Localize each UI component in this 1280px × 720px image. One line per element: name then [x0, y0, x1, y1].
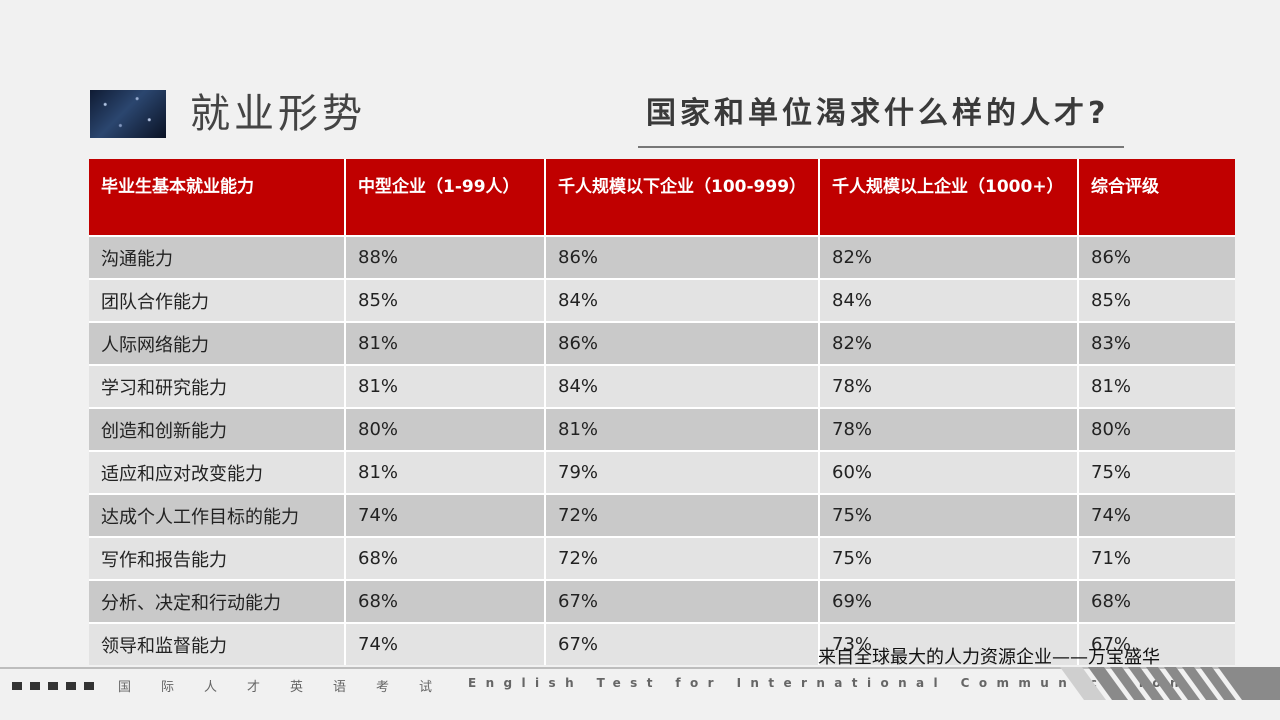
header-medium-enterprise: 中型企业（1-99人） [345, 159, 546, 236]
cell-value: 67% [545, 579, 820, 623]
cell-value: 80% [1078, 407, 1235, 451]
cell-value: 83% [1078, 321, 1235, 365]
cell-value: 71% [1078, 536, 1235, 580]
square-marker [66, 682, 76, 690]
header-over-thousand: 千人规模以上企业（1000+） [819, 159, 1079, 236]
cell-value: 74% [345, 493, 546, 537]
footer-divider [0, 667, 1280, 669]
cell-value: 67% [545, 622, 820, 665]
cell-value: 86% [545, 235, 820, 279]
cell-value: 74% [1078, 493, 1235, 537]
table-row: 团队合作能力 85% 84% 84% 85% [89, 278, 1235, 322]
ability-name: 沟通能力 [89, 235, 346, 279]
table-row: 适应和应对改变能力 81% 79% 60% 75% [89, 450, 1235, 494]
cell-value: 84% [545, 278, 820, 322]
footer-square-markers [12, 682, 94, 690]
cell-value: 60% [819, 450, 1079, 494]
table-row: 达成个人工作目标的能力 74% 72% 75% 74% [89, 493, 1235, 537]
cell-value: 88% [345, 235, 546, 279]
cell-value: 86% [1078, 235, 1235, 279]
cell-value: 69% [819, 579, 1079, 623]
ability-name: 达成个人工作目标的能力 [89, 493, 346, 537]
cell-value: 67% [1078, 622, 1235, 665]
ability-name: 领导和监督能力 [89, 622, 346, 665]
header-under-thousand: 千人规模以下企业（100-999） [545, 159, 820, 236]
footer-stripe-decoration [1060, 667, 1280, 700]
table-row: 分析、决定和行动能力 68% 67% 69% 68% [89, 579, 1235, 623]
square-marker [48, 682, 58, 690]
cell-value: 78% [819, 364, 1079, 408]
ability-name: 人际网络能力 [89, 321, 346, 365]
cell-value: 75% [1078, 450, 1235, 494]
cell-value: 85% [345, 278, 546, 322]
cell-value: 81% [345, 364, 546, 408]
table-row: 创造和创新能力 80% 81% 78% 80% [89, 407, 1235, 451]
cell-value: 84% [819, 278, 1079, 322]
cell-value: 74% [345, 622, 546, 665]
cell-value: 80% [345, 407, 546, 451]
cell-value: 79% [545, 450, 820, 494]
cell-value: 75% [819, 536, 1079, 580]
ability-name: 分析、决定和行动能力 [89, 579, 346, 623]
table-row: 学习和研究能力 81% 84% 78% 81% [89, 364, 1235, 408]
cell-value: 72% [545, 493, 820, 537]
cell-value: 82% [819, 235, 1079, 279]
table-row: 领导和监督能力 74% 67% 73% 67% [89, 622, 1235, 665]
cell-value: 86% [545, 321, 820, 365]
source-note: 来自全球最大的人力资源企业——万宝盛华 [818, 647, 1160, 668]
cell-value: 81% [1078, 364, 1235, 408]
square-marker [30, 682, 40, 690]
square-marker [12, 682, 22, 690]
ability-name: 写作和报告能力 [89, 536, 346, 580]
page-title: 就业形势 [190, 91, 366, 137]
cell-value: 73% [819, 622, 1079, 665]
cell-value: 85% [1078, 278, 1235, 322]
square-marker [84, 682, 94, 690]
cell-value: 75% [819, 493, 1079, 537]
header-starfield-image [90, 90, 166, 138]
ability-name: 团队合作能力 [89, 278, 346, 322]
ability-name: 创造和创新能力 [89, 407, 346, 451]
employment-ability-table: 毕业生基本就业能力 中型企业（1-99人） 千人规模以下企业（100-999） … [89, 159, 1235, 665]
footer-english-text: English Test for International Communica… [468, 676, 1188, 690]
cell-value: 82% [819, 321, 1079, 365]
subtitle-underline [638, 146, 1124, 148]
cell-value: 78% [819, 407, 1079, 451]
page-subtitle: 国家和单位渴求什么样的人才? [646, 96, 1110, 131]
header-overall-rating: 综合评级 [1078, 159, 1235, 236]
cell-value: 81% [345, 450, 546, 494]
header-ability: 毕业生基本就业能力 [89, 159, 346, 236]
cell-value: 68% [1078, 579, 1235, 623]
cell-value: 68% [345, 579, 546, 623]
cell-value: 84% [545, 364, 820, 408]
table-header-row: 毕业生基本就业能力 中型企业（1-99人） 千人规模以下企业（100-999） … [89, 159, 1235, 236]
cell-value: 68% [345, 536, 546, 580]
table-row: 沟通能力 88% 86% 82% 86% [89, 235, 1235, 279]
table-row: 人际网络能力 81% 86% 82% 83% [89, 321, 1235, 365]
cell-value: 72% [545, 536, 820, 580]
ability-name: 适应和应对改变能力 [89, 450, 346, 494]
footer-chinese-text: 国际人才英语考试 [118, 680, 463, 695]
ability-name: 学习和研究能力 [89, 364, 346, 408]
cell-value: 81% [345, 321, 546, 365]
table-row: 写作和报告能力 68% 72% 75% 71% [89, 536, 1235, 580]
cell-value: 81% [545, 407, 820, 451]
